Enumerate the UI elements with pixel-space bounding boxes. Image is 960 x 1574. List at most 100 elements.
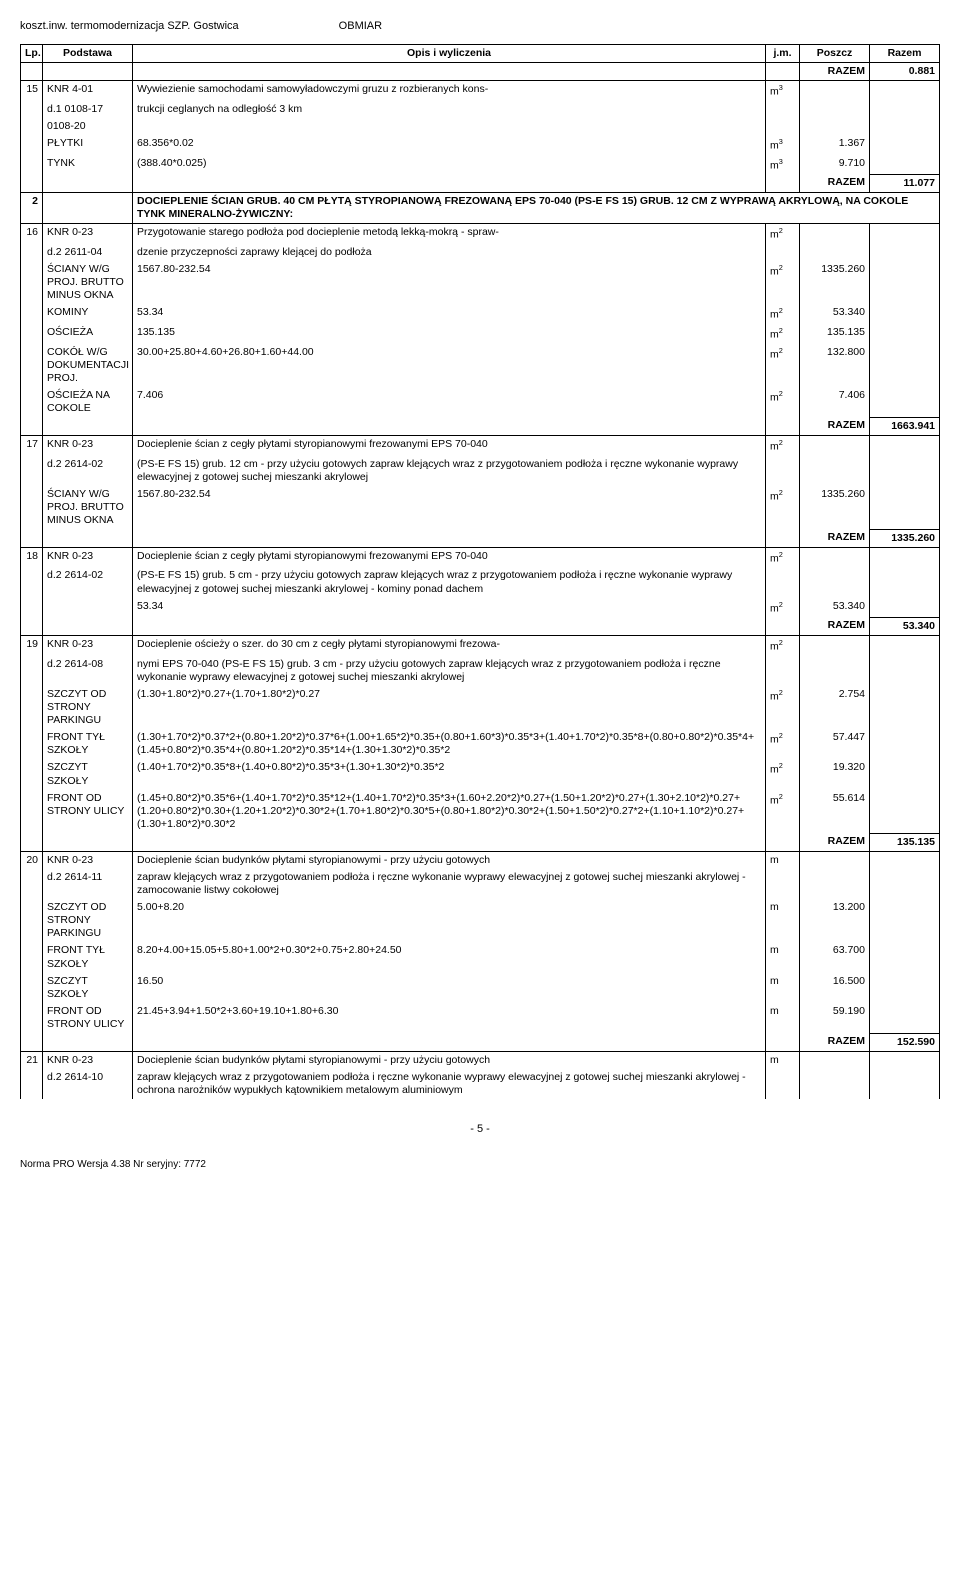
table-row: 21KNR 0-23Docieplenie ścian budynków pły…: [21, 1051, 940, 1069]
calc-jm: m: [766, 942, 800, 972]
calc-val: 19.320: [800, 759, 870, 789]
cont-podstawa: 0108-20: [43, 118, 133, 135]
item-jm: m2: [766, 435, 800, 455]
calc-expr: 21.45+3.94+1.50*2+3.60+19.10+1.80+6.30: [133, 1003, 766, 1033]
table-row: SZCZYT OD STRONY PARKINGU(1.30+1.80*2)*0…: [21, 686, 940, 729]
razem-label: RAZEM: [800, 417, 870, 435]
section-lp: 2: [21, 193, 43, 224]
table-row: RAZEM0.881: [21, 63, 940, 81]
cont-opis: zapraw klejących wraz z przygotowaniem p…: [133, 869, 766, 899]
calc-expr: 1567.80-232.54: [133, 261, 766, 304]
calc-jm: m2: [766, 729, 800, 759]
cont-opis: [133, 118, 766, 135]
item-podstawa: KNR 0-23: [43, 224, 133, 244]
cont-podstawa: d.2 2614-02: [43, 456, 133, 486]
table-row: d.2 2614-08nymi EPS 70-040 (PS-E FS 15) …: [21, 656, 940, 686]
item-jm: m2: [766, 547, 800, 567]
table-row: TYNK(388.40*0.025)m39.710: [21, 155, 940, 175]
table-row: OŚCIEŻA NA COKOLE7.406m27.406: [21, 387, 940, 417]
item-jm: m3: [766, 81, 800, 101]
calc-jm: m2: [766, 486, 800, 529]
table-row: OŚCIEŻA135.135m2135.135: [21, 324, 940, 344]
item-opis: Wywiezienie samochodami samowyładowczymi…: [133, 81, 766, 101]
header-center: OBMIAR: [339, 20, 382, 32]
cont-opis: zapraw klejących wraz z przygotowaniem p…: [133, 1069, 766, 1099]
calc-expr: 53.34: [133, 304, 766, 324]
table-row: 18KNR 0-23Docieplenie ścian z cegły płyt…: [21, 547, 940, 567]
calc-val: 132.800: [800, 344, 870, 387]
calc-val: 53.340: [800, 598, 870, 618]
calc-label: FRONT OD STRONY ULICY: [43, 1003, 133, 1033]
table-row: 2 DOCIEPLENIE ŚCIAN GRUB. 40 CM PŁYTĄ STY…: [21, 193, 940, 224]
calc-label: ŚCIANY W/G PROJ. BRUTTO MINUS OKNA: [43, 261, 133, 304]
table-row: 0108-20: [21, 118, 940, 135]
calc-jm: m3: [766, 155, 800, 175]
item-lp: 18: [21, 547, 43, 567]
item-podstawa: KNR 0-23: [43, 635, 133, 655]
calc-label: [43, 598, 133, 618]
table-row: SZCZYT SZKOŁY(1.40+1.70*2)*0.35*8+(1.40+…: [21, 759, 940, 789]
table-row: d.2 2611-04dzenie przyczepności zaprawy …: [21, 244, 940, 261]
table-row: 20KNR 0-23Docieplenie ścian budynków pły…: [21, 851, 940, 869]
table-row: FRONT TYŁ SZKOŁY8.20+4.00+15.05+5.80+1.0…: [21, 942, 940, 972]
table-row: COKÓŁ W/G DOKUMENTACJI PROJ.30.00+25.80+…: [21, 344, 940, 387]
table-row: 19KNR 0-23Docieplenie ościeży o szer. do…: [21, 635, 940, 655]
razem-label: RAZEM: [800, 617, 870, 635]
calc-label: OŚCIEŻA NA COKOLE: [43, 387, 133, 417]
cont-podstawa: d.2 2614-11: [43, 869, 133, 899]
table-row: FRONT OD STRONY ULICY21.45+3.94+1.50*2+3…: [21, 1003, 940, 1033]
item-lp: 21: [21, 1051, 43, 1069]
item-jm: m2: [766, 635, 800, 655]
calc-label: OŚCIEŻA: [43, 324, 133, 344]
table-row: SZCZYT SZKOŁY16.50m16.500: [21, 973, 940, 1003]
razem-label: RAZEM: [800, 174, 870, 192]
item-opis: Docieplenie ścian z cegły płytami styrop…: [133, 435, 766, 455]
calc-val: 59.190: [800, 1003, 870, 1033]
calc-val: 2.754: [800, 686, 870, 729]
item-podstawa: KNR 0-23: [43, 435, 133, 455]
cont-podstawa: d.2 2614-02: [43, 567, 133, 597]
calc-val: 135.135: [800, 324, 870, 344]
table-row: RAZEM1335.260: [21, 529, 940, 547]
footer-left: Norma PRO Wersja 4.38 Nr seryjny: 7772: [20, 1159, 940, 1170]
table-row: d.2 2614-11zapraw klejących wraz z przyg…: [21, 869, 940, 899]
table-row: FRONT TYŁ SZKOŁY(1.30+1.70*2)*0.37*2+(0.…: [21, 729, 940, 759]
table-row: KOMINY53.34m253.340: [21, 304, 940, 324]
calc-label: KOMINY: [43, 304, 133, 324]
calc-val: 9.710: [800, 155, 870, 175]
calc-expr: (1.45+0.80*2)*0.35*6+(1.40+1.70*2)*0.35*…: [133, 790, 766, 833]
cont-podstawa: d.1 0108-17: [43, 101, 133, 118]
calc-expr: (1.40+1.70*2)*0.35*8+(1.40+0.80*2)*0.35*…: [133, 759, 766, 789]
item-opis: Docieplenie ścian z cegły płytami styrop…: [133, 547, 766, 567]
table-row: d.2 2614-02(PS-E FS 15) grub. 5 cm - prz…: [21, 567, 940, 597]
calc-label: SZCZYT OD STRONY PARKINGU: [43, 686, 133, 729]
calc-jm: m2: [766, 790, 800, 833]
item-opis: Docieplenie ścian budynków płytami styro…: [133, 851, 766, 869]
table-row: RAZEM152.590: [21, 1033, 940, 1051]
section-title: DOCIEPLENIE ŚCIAN GRUB. 40 CM PŁYTĄ STYR…: [133, 193, 940, 224]
item-opis: Przygotowanie starego podłoża pod dociep…: [133, 224, 766, 244]
razem-value: 11.077: [870, 174, 940, 192]
col-opis: Opis i wyliczenia: [133, 45, 766, 63]
item-podstawa: KNR 0-23: [43, 547, 133, 567]
calc-label: FRONT TYŁ SZKOŁY: [43, 729, 133, 759]
item-jm: m: [766, 851, 800, 869]
table-row: 17KNR 0-23Docieplenie ścian z cegły płyt…: [21, 435, 940, 455]
item-jm: m: [766, 1051, 800, 1069]
razem-value: 1663.941: [870, 417, 940, 435]
calc-val: 1335.260: [800, 486, 870, 529]
calc-jm: m: [766, 899, 800, 942]
razem-value: 135.135: [870, 833, 940, 851]
calc-jm: m2: [766, 304, 800, 324]
calc-expr: 53.34: [133, 598, 766, 618]
cont-podstawa: d.2 2614-10: [43, 1069, 133, 1099]
razem-value: 152.590: [870, 1033, 940, 1051]
col-jm: j.m.: [766, 45, 800, 63]
calc-expr: 1567.80-232.54: [133, 486, 766, 529]
cont-opis: trukcji ceglanych na odległość 3 km: [133, 101, 766, 118]
calc-expr: (1.30+1.70*2)*0.37*2+(0.80+1.20*2)*0.37*…: [133, 729, 766, 759]
item-opis: Docieplenie ościeży o szer. do 30 cm z c…: [133, 635, 766, 655]
calc-val: 57.447: [800, 729, 870, 759]
calc-label: FRONT TYŁ SZKOŁY: [43, 942, 133, 972]
calc-expr: (1.30+1.80*2)*0.27+(1.70+1.80*2)*0.27: [133, 686, 766, 729]
